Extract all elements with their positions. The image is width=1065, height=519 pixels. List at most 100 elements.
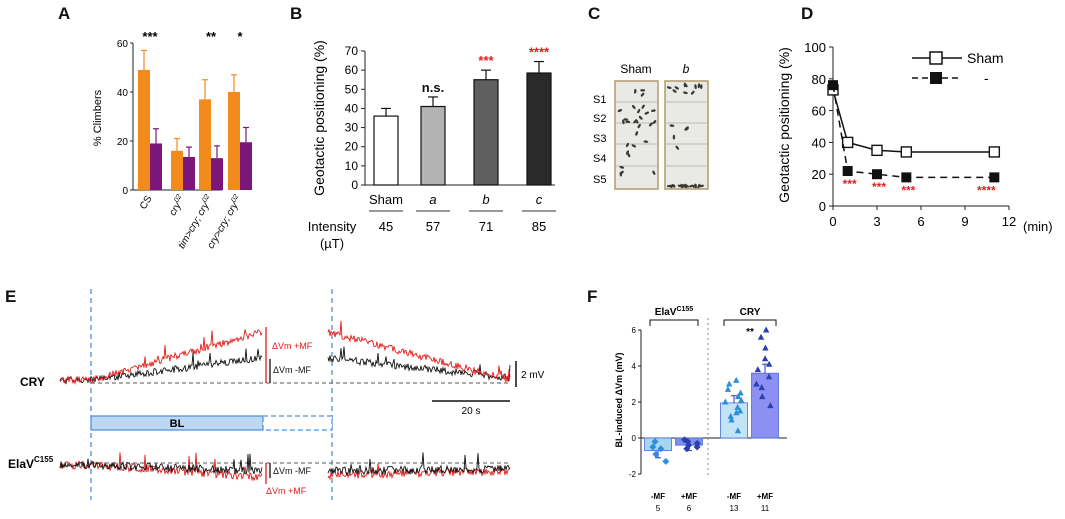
panel-c-fly <box>652 170 656 175</box>
elav-dvm-mf-minus-label: ΔVm -MF <box>273 466 312 476</box>
legend-marker-sham <box>929 51 943 65</box>
panel-c-fly <box>633 119 638 124</box>
panel-b-letter: B <box>290 4 302 23</box>
panel-f-group-label: CRY <box>740 307 761 318</box>
panel-f-data-point <box>758 384 765 391</box>
panel-b-category-label: c <box>536 192 543 207</box>
panel-c-fly <box>627 152 631 158</box>
elav-trace-plus-mf <box>59 452 263 482</box>
panel-c-fly <box>672 134 676 140</box>
panel-f-letter: F <box>587 287 597 306</box>
panel-a-category-main: CS <box>138 194 155 212</box>
panel-f-data-point <box>649 443 657 451</box>
panel-f-data-point <box>765 360 773 367</box>
panel-f-group-name: ElaV <box>655 307 677 318</box>
legend-label-sham: Sham <box>967 50 1004 66</box>
panel-c-fly <box>622 119 625 125</box>
panel-c-fly <box>671 184 676 188</box>
panel-d-y-tick-label: 60 <box>812 104 826 119</box>
panel-f-data-point <box>762 344 769 351</box>
panel-d-y-tick-label: 100 <box>804 40 826 55</box>
panel-f-data-point <box>734 403 741 410</box>
panel-f-n-label: 5 <box>656 504 661 513</box>
voltage-scale-label: 2 mV <box>521 370 545 381</box>
panel-b-bar <box>373 115 399 186</box>
panel-f-group-label: ElaVC155 <box>655 306 694 318</box>
panel-f-data-point <box>753 380 760 387</box>
panel-d-lines: *** *** *** **** <box>827 80 1001 197</box>
panel-c-flies <box>617 82 704 189</box>
panel-b-significance: **** <box>529 45 550 60</box>
panel-f-n-label: 13 <box>730 504 739 513</box>
panel-d-letter: D <box>801 4 813 23</box>
elav-trace-minus-mf-recovery <box>327 452 511 476</box>
panel-c-fly <box>631 144 637 148</box>
panel-f-data-point <box>737 389 744 396</box>
panel-d-x-tick-label: 9 <box>961 214 968 229</box>
bl-stimulus-bar-dashed <box>262 415 333 431</box>
panel-b-significance: n.s. <box>422 80 444 95</box>
panel-b-bar <box>526 72 552 186</box>
panel-c-section-label: S1 <box>593 94 606 106</box>
panel-f-data-point <box>728 416 735 423</box>
panel-b-intensity-value: 57 <box>426 219 440 234</box>
panel-b-y-axis-label: Geotactic positioning (%) <box>311 40 327 196</box>
panel-c-fly <box>683 91 688 95</box>
panel-f-data-point <box>726 380 733 387</box>
panel-c-fly <box>689 184 694 188</box>
panel-e-traces <box>59 320 511 482</box>
panel-f-data-point <box>754 366 762 373</box>
panel-c-fly <box>637 123 641 129</box>
panel-c-fly <box>635 131 639 136</box>
cry-trace-plus-mf <box>59 329 263 385</box>
panel-b-intensity-value: 85 <box>532 219 546 234</box>
panel-a-letter: A <box>58 4 70 23</box>
panel-d-y-tick-label: 40 <box>812 135 826 150</box>
panel-b-bars: Sham n.s. a *** b **** c <box>369 45 556 212</box>
panel-c-label-sham: Sham <box>620 62 651 76</box>
panel-c-fly <box>633 88 637 94</box>
panel-b-bar <box>420 105 446 186</box>
panel-b-category-label: b <box>482 192 489 207</box>
panel-b-intensities: 45 57 71 85 <box>379 219 546 234</box>
panel-d-point-filled <box>901 172 912 183</box>
panel-c-fly <box>699 184 704 188</box>
cry-trace-plus-mf-recovery <box>327 320 511 383</box>
panel-d-y-tick-label: 80 <box>812 72 826 87</box>
legend-label-treated: - <box>984 70 989 86</box>
panel-e: E CRY ElaVC155 BL ΔVm +MF ΔVm -MF ΔVm -M… <box>5 287 545 500</box>
panel-d-x-tick-label: 6 <box>917 214 924 229</box>
panel-f-data-point <box>762 326 770 333</box>
panel-d-axes: 0 20 40 60 80 100 0 3 6 9 12 <box>804 40 1016 229</box>
panel-f-group-bracket <box>649 319 699 326</box>
panel-c-fly <box>700 84 703 90</box>
panel-f-y-tick-label: -2 <box>629 470 637 479</box>
panel-a-bars: ***CS cry02**tim>cry; cry02*cry>cry; cry0… <box>138 29 252 251</box>
panel-f-data-point <box>685 441 693 449</box>
panel-c-fly <box>638 115 643 120</box>
panel-a-significance: ** <box>206 29 217 44</box>
legend-marker-treated <box>930 72 942 84</box>
trace-label-cry: CRY <box>20 375 45 389</box>
panel-d-point-filled <box>842 166 853 177</box>
panel-f-data-point <box>733 409 740 416</box>
panel-a-y-tick-label: 20 <box>117 137 129 148</box>
panel-f-bars: -MF 5 +MF 6 -MF 13 +MF 11 <box>644 326 779 513</box>
panel-a-bar <box>199 99 211 190</box>
panel-a-significance: * <box>237 29 243 44</box>
panel-c-fly <box>623 118 629 121</box>
panel-d-point-filled <box>989 172 1000 183</box>
panel-c-fly <box>697 183 701 189</box>
panel-d-point-open <box>900 146 913 158</box>
panel-b-category-label: a <box>429 192 436 207</box>
panel-a-bar <box>138 69 150 190</box>
panel-f-n-label: 6 <box>687 504 692 513</box>
panel-f-y-tick-label: 0 <box>632 434 637 443</box>
panel-c-column-b <box>664 80 709 190</box>
panel-b-y-tick-label: 60 <box>345 63 359 77</box>
panel-c-fly <box>648 122 653 127</box>
panel-d-significance: *** <box>843 177 857 191</box>
panel-b-bar <box>473 79 499 186</box>
dvm-mf-minus-label: ΔVm -MF <box>273 365 312 375</box>
